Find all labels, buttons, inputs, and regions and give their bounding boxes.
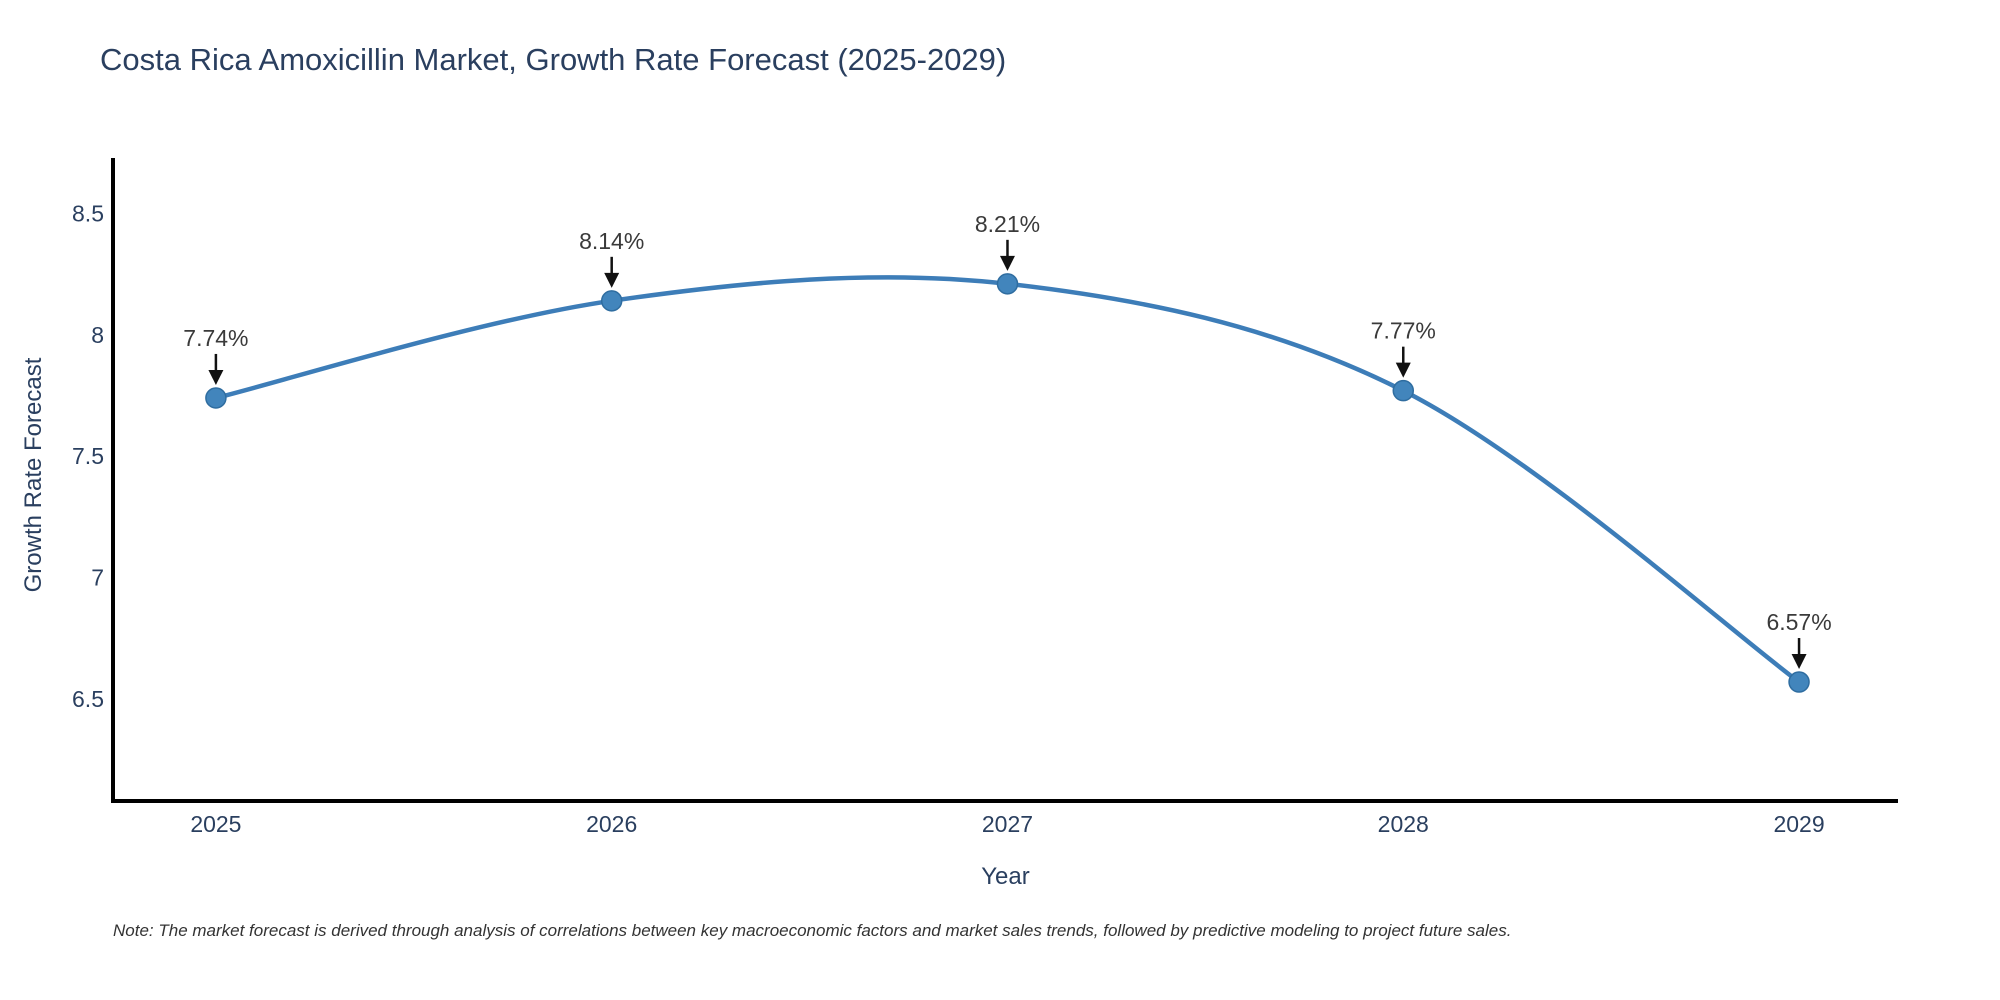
- x-tick-label: 2028: [1378, 811, 1429, 837]
- point-annotation-label: 8.21%: [975, 211, 1040, 237]
- y-tick-label: 8: [91, 322, 104, 348]
- x-tick-label: 2026: [586, 811, 637, 837]
- data-point[interactable]: [996, 273, 1019, 295]
- point-annotation-label: 8.14%: [579, 228, 644, 254]
- annotation-arrowhead-icon: [1395, 362, 1411, 378]
- x-axis-title: Year: [981, 863, 1030, 890]
- chart-title: Costa Rica Amoxicillin Market, Growth Ra…: [100, 42, 1007, 77]
- y-tick-label: 8.5: [72, 200, 104, 226]
- y-tick-label: 7.5: [72, 443, 104, 469]
- point-annotation-label: 7.74%: [183, 325, 248, 351]
- y-tick-label: 7: [91, 565, 104, 591]
- annotation-arrowhead-icon: [1791, 654, 1807, 670]
- y-axis-title: Growth Rate Forecast: [20, 357, 47, 592]
- x-tick-label: 2025: [190, 811, 241, 837]
- x-tick-label: 2027: [982, 811, 1033, 837]
- point-annotation-label: 6.57%: [1766, 609, 1831, 635]
- annotation-arrowhead-icon: [999, 255, 1015, 271]
- annotation-arrowhead-icon: [208, 369, 224, 385]
- chart-note: Note: The market forecast is derived thr…: [113, 921, 1512, 940]
- point-annotation-label: 7.77%: [1371, 318, 1436, 344]
- y-tick-label: 6.5: [72, 686, 104, 712]
- forecast-line: [213, 275, 1802, 685]
- data-point[interactable]: [600, 290, 623, 312]
- x-tick-label: 2029: [1773, 811, 1824, 837]
- data-point[interactable]: [1788, 671, 1810, 693]
- data-point[interactable]: [1392, 379, 1415, 402]
- data-point[interactable]: [205, 387, 227, 409]
- annotation-arrowhead-icon: [604, 272, 620, 288]
